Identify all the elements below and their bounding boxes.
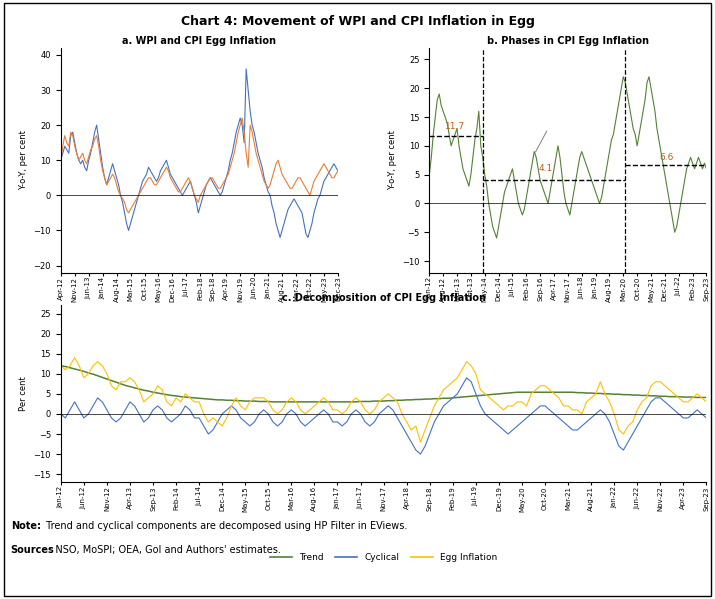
Text: Chart 4: Movement of WPI and CPI Inflation in Egg: Chart 4: Movement of WPI and CPI Inflati… [181, 15, 534, 28]
Text: : NSO, MoSPI; OEA, GoI and Authors' estimates.: : NSO, MoSPI; OEA, GoI and Authors' esti… [49, 545, 280, 555]
Title: a. WPI and CPI Egg Inflation: a. WPI and CPI Egg Inflation [122, 36, 276, 46]
Legend: Trend, Cyclical, Egg Inflation: Trend, Cyclical, Egg Inflation [266, 550, 501, 566]
Title: c. Decomposition of CPI Egg Inflation: c. Decomposition of CPI Egg Inflation [282, 294, 485, 303]
Text: 11.7: 11.7 [445, 122, 465, 131]
Legend: CPI-Egg Y-o-Y, Mean Inflation: CPI-Egg Y-o-Y, Mean Inflation [469, 382, 666, 398]
Y-axis label: Y-o-Y, per cent: Y-o-Y, per cent [19, 131, 28, 190]
Y-axis label: Per cent: Per cent [19, 376, 28, 412]
Text: Note:: Note: [11, 521, 41, 531]
Text: Sources: Sources [11, 545, 54, 555]
Y-axis label: Y-o-Y, per cent: Y-o-Y, per cent [388, 131, 397, 190]
Title: b. Phases in CPI Egg Inflation: b. Phases in CPI Egg Inflation [487, 36, 649, 46]
Legend: WPI, CPI: WPI, CPI [146, 382, 253, 398]
Text: 4.1: 4.1 [538, 164, 553, 173]
Text: 6.6: 6.6 [659, 153, 674, 162]
Text: Trend and cyclical components are decomposed using HP Filter in EViews.: Trend and cyclical components are decomp… [43, 521, 408, 531]
